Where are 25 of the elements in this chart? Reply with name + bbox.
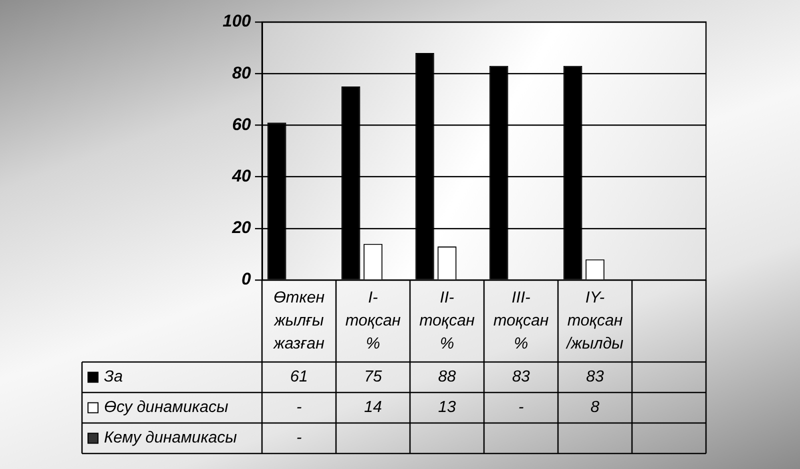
text: -	[296, 430, 302, 447]
y-tick-label: 60	[232, 114, 252, 134]
text: -	[518, 399, 524, 416]
x-tick-label: II-тоқсан %	[419, 289, 475, 352]
x-tick-label: IY-тоқсан /жылды	[566, 289, 624, 352]
data-label: 61	[290, 368, 308, 386]
y-tick-label: 80	[232, 63, 252, 82]
legend-label: Өсу динамикасы	[104, 399, 228, 416]
data-label: 13	[438, 399, 456, 416]
data-label: 8	[590, 399, 600, 416]
data-label: 14	[364, 399, 382, 416]
legend-label: Кему динамикасы	[104, 430, 238, 447]
data-label: 88	[438, 368, 456, 386]
data-label: 75	[364, 368, 382, 386]
data-label: 83	[512, 368, 530, 386]
legend-label: За	[104, 368, 123, 386]
y-tick-label: 100	[222, 12, 252, 31]
y-tick-label: 40	[231, 166, 252, 186]
y-tick-label: 0	[242, 270, 252, 289]
y-tick-label: 20	[231, 218, 252, 238]
data-label: 83	[586, 368, 604, 386]
text: -	[296, 399, 302, 416]
x-tick-label: III-тоқсан %	[493, 289, 549, 352]
x-tick-label: Өткен жылғы жазған	[272, 289, 325, 352]
x-tick-label: I-тоқсан %	[345, 289, 401, 352]
